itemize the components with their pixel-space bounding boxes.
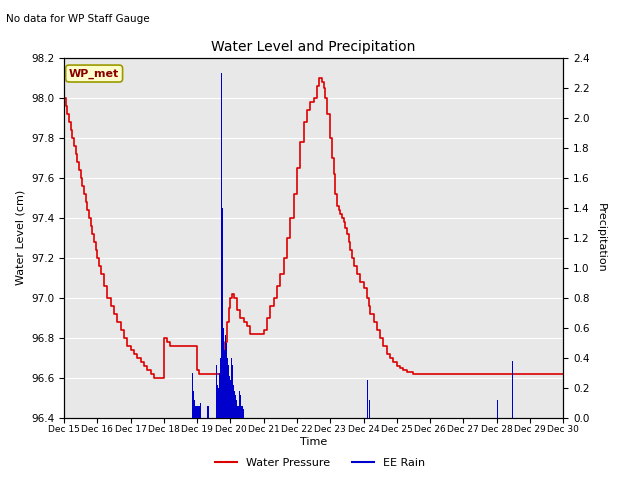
Title: Water Level and Precipitation: Water Level and Precipitation bbox=[211, 40, 416, 54]
Text: WP_met: WP_met bbox=[69, 68, 119, 79]
Legend: Water Pressure, EE Rain: Water Pressure, EE Rain bbox=[210, 453, 430, 472]
X-axis label: Time: Time bbox=[300, 437, 327, 447]
Text: No data for WP Staff Gauge: No data for WP Staff Gauge bbox=[6, 14, 150, 24]
Y-axis label: Precipitation: Precipitation bbox=[596, 203, 606, 273]
Y-axis label: Water Level (cm): Water Level (cm) bbox=[15, 190, 26, 285]
